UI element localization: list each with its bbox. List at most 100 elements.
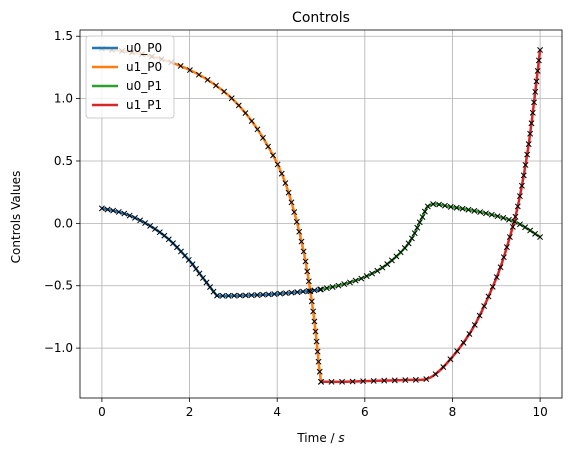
data-marker [288, 289, 295, 296]
data-marker [421, 208, 428, 215]
data-marker [296, 228, 303, 235]
data-marker [370, 377, 377, 384]
data-marker [115, 208, 122, 215]
legend-box [85, 35, 175, 119]
data-marker [126, 212, 133, 219]
data-marker [440, 364, 447, 371]
data-marker [477, 209, 484, 216]
data-marker [460, 339, 467, 346]
data-marker [310, 308, 317, 315]
data-marker [511, 218, 518, 225]
data-marker [131, 214, 138, 221]
data-marker [497, 264, 504, 271]
data-marker [424, 203, 431, 210]
data-marker [316, 368, 323, 375]
data-marker [485, 293, 492, 300]
data-marker [315, 358, 322, 365]
data-marker [441, 202, 448, 209]
data-marker [500, 254, 507, 261]
data-marker [213, 82, 219, 89]
data-marker [454, 348, 461, 355]
data-marker [514, 203, 521, 210]
data-marker [483, 210, 489, 217]
data-marker [314, 348, 321, 355]
x-axis-label: Time / s [296, 431, 344, 445]
data-marker [248, 292, 255, 299]
data-marker [522, 224, 529, 231]
data-marker [291, 209, 298, 216]
data-marker [529, 109, 536, 116]
data-marker [265, 143, 272, 150]
data-marker [329, 284, 336, 290]
data-marker [414, 224, 421, 231]
data-marker [537, 234, 544, 241]
chart-title: Controls [292, 10, 350, 26]
data-marker [506, 234, 513, 240]
data-marker [277, 290, 284, 297]
data-marker [430, 201, 437, 208]
ticks: 0 2 4 6 8 10 −1.0 −0.5 0.0 0.5 1.0 1.5 [44, 29, 548, 419]
data-marker [488, 211, 495, 218]
data-marker [285, 189, 292, 196]
data-marker [436, 201, 443, 208]
data-marker [531, 99, 537, 106]
data-marker [121, 210, 128, 217]
data-marker [363, 273, 370, 280]
legend-label: u0_P1 [126, 79, 162, 93]
data-marker [228, 95, 235, 102]
data-marker [339, 378, 346, 385]
data-marker [225, 292, 232, 299]
data-marker [524, 151, 531, 158]
legend: u0_P0 u1_P0 u0_P1 u1_P1 [85, 35, 175, 119]
data-marker [288, 199, 295, 206]
data-marker [317, 286, 324, 293]
data-marker [282, 290, 289, 297]
data-marker [305, 278, 312, 285]
data-marker [302, 258, 309, 265]
data-marker [304, 268, 311, 275]
data-marker [447, 356, 454, 363]
data-marker [142, 220, 149, 226]
data-marker [408, 235, 415, 242]
data-marker [242, 292, 249, 299]
data-marker [308, 298, 315, 305]
data-marker [493, 274, 500, 281]
data-marker [259, 134, 266, 141]
data-marker [489, 283, 496, 290]
data-marker [405, 240, 412, 247]
data-marker [533, 78, 540, 85]
data-marker [432, 371, 439, 378]
y-tick-label: 1.0 [54, 92, 73, 106]
data-marker [401, 245, 408, 251]
data-marker [300, 288, 306, 295]
data-marker [528, 120, 535, 127]
data-marker [518, 182, 525, 189]
data-marker [527, 227, 534, 234]
grid [80, 30, 562, 398]
data-marker [307, 288, 314, 295]
data-marker [177, 63, 184, 69]
data-marker [189, 261, 196, 268]
y-tick-label: 1.5 [54, 29, 73, 43]
axes-frame [79, 29, 563, 399]
data-marker [259, 291, 266, 298]
y-axis-label: Controls Values [9, 171, 23, 264]
x-tick-label: 8 [449, 405, 457, 419]
data-marker [147, 222, 154, 229]
legend-label: u0_P0 [126, 41, 162, 55]
x-tick-label: 0 [98, 405, 106, 419]
data-marker [360, 378, 367, 385]
data-marker [274, 161, 281, 168]
data-marker [358, 275, 365, 282]
x-tick-label: 10 [532, 405, 547, 419]
data-marker [471, 321, 478, 328]
data-marker [423, 376, 430, 383]
data-marker [156, 229, 163, 236]
data-marker [200, 275, 206, 281]
data-marker [517, 221, 523, 228]
x-tick-label: 4 [273, 405, 281, 419]
legend-label: u1_P1 [126, 98, 162, 112]
data-marker [535, 57, 542, 64]
data-marker [534, 67, 541, 74]
data-marker [237, 292, 243, 299]
